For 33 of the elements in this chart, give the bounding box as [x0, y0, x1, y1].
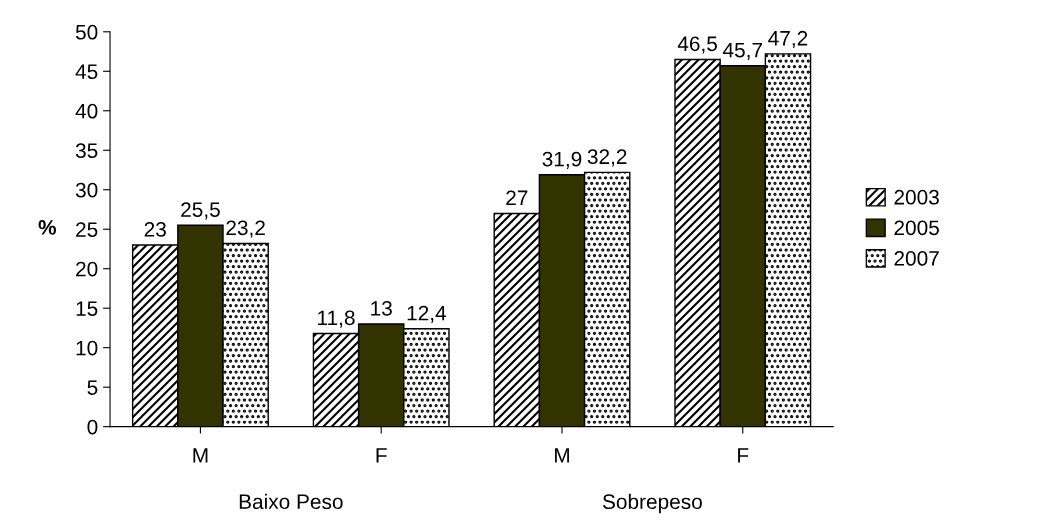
data-label: 32,2 — [587, 149, 627, 167]
legend-label: 2003 — [894, 189, 939, 205]
data-label: 11,8 — [318, 310, 355, 328]
data-label: 27 — [506, 190, 528, 205]
y-tick-label: 15 — [76, 301, 98, 316]
legend-label: 2005 — [894, 220, 939, 236]
y-tick-label: 35 — [75, 143, 98, 159]
data-label: 47,2 — [768, 30, 808, 49]
data-label: 46,5 — [677, 36, 717, 54]
data-label: 25,5 — [181, 202, 220, 220]
y-tick-label: 5 — [87, 380, 98, 395]
x-tick-label: M — [555, 448, 569, 463]
legend-label: 2007 — [894, 251, 939, 266]
data-label: 12,4 — [407, 305, 447, 323]
y-tick-label: 30 — [75, 182, 98, 198]
y-tick-label: 25 — [76, 222, 98, 237]
data-label: 31,9 — [542, 151, 582, 169]
y-tick-label: 10 — [76, 340, 98, 356]
x-tick-label: M — [193, 448, 208, 463]
y-tick-label: 0 — [87, 419, 98, 435]
y-tick-label: 20 — [76, 261, 98, 277]
y-tick-label: 50 — [75, 24, 98, 40]
data-label: 45,7 — [722, 42, 762, 60]
x-tick-label: F — [738, 448, 749, 463]
x-tick-label: F — [376, 448, 387, 463]
text: Baixo Peso — [239, 493, 343, 510]
y-tick-label: 40 — [75, 103, 98, 119]
data-label: 13 — [371, 300, 392, 316]
data-label: 23 — [144, 221, 166, 237]
text: Sobrepeso — [602, 493, 702, 514]
data-label: 23,2 — [226, 220, 265, 238]
y-axis-title: % — [38, 220, 56, 235]
y-tick-label: 45 — [75, 64, 98, 80]
